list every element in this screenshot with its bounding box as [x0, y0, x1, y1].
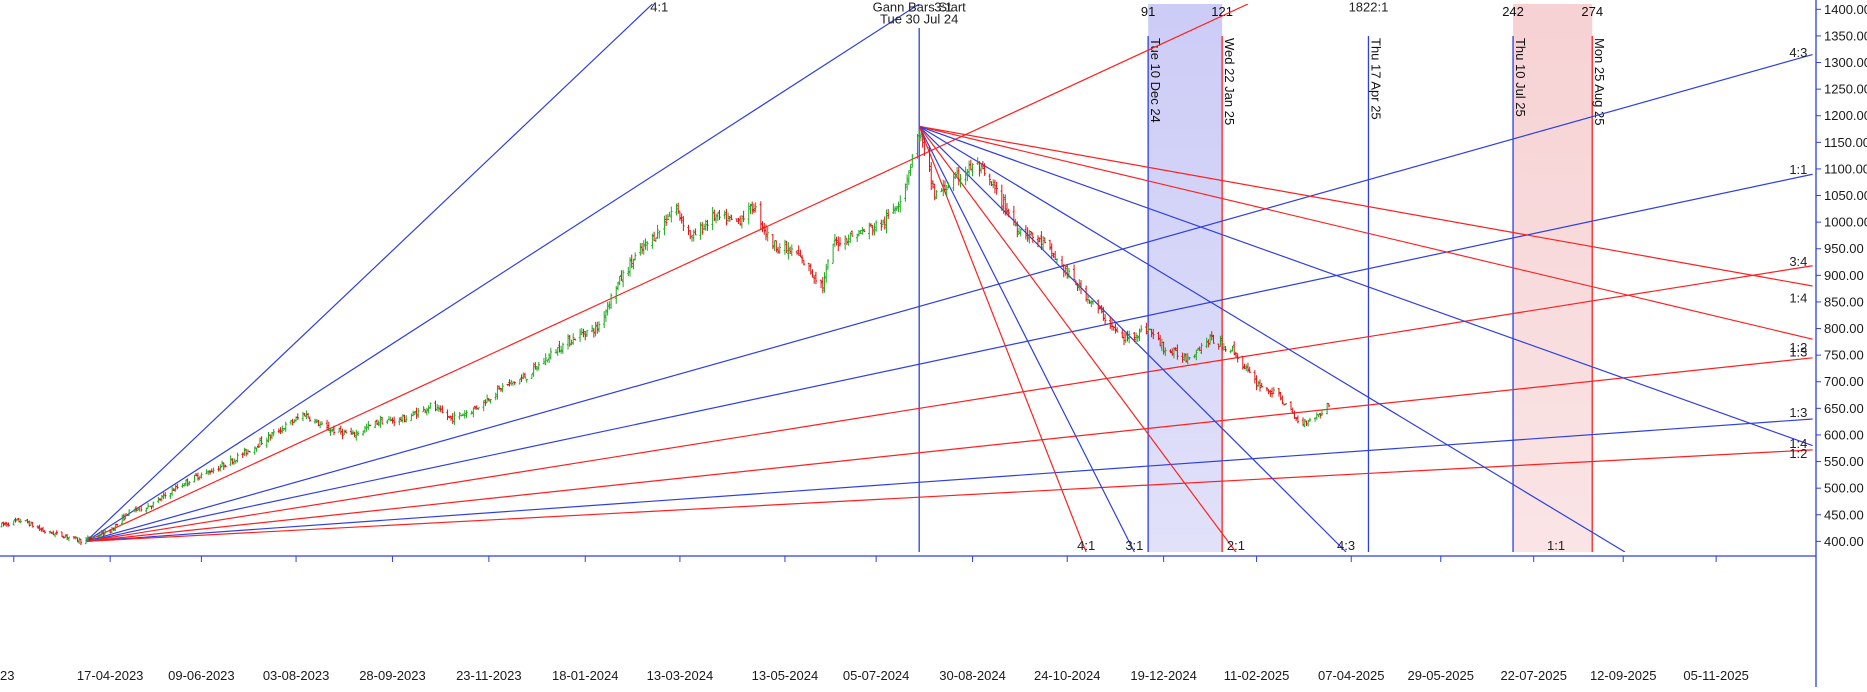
gann-ratio-label: 3:1	[934, 0, 952, 15]
price-tick-label: 850.00	[1824, 294, 1864, 309]
price-tick-label: 950.00	[1824, 241, 1864, 256]
gann-fan-line	[85, 4, 920, 542]
price-tick-label: 800.00	[1824, 321, 1864, 336]
date-tick-label: 19-12-2024	[1130, 668, 1197, 683]
gann-fan-line	[85, 4, 1249, 542]
date-tick-label: 07-04-2025	[1318, 668, 1385, 683]
vertical-line-date-label: Mon 25 Aug 25	[1592, 38, 1607, 125]
price-tick-label: 600.00	[1824, 427, 1864, 442]
price-tick-label: 1250.00	[1824, 82, 1867, 97]
price-tick-label: 400.00	[1824, 534, 1864, 549]
gann-fan-line	[85, 173, 1813, 542]
bar-count-label: 242	[1502, 4, 1524, 19]
gann-fan-line	[86, 357, 1813, 542]
gann-fan-line	[86, 449, 1813, 542]
gann-fan-line	[919, 125, 1813, 287]
vertical-line-date-label: Wed 22 Jan 25	[1222, 38, 1237, 125]
gann-ratio-label: 3:4	[1789, 254, 1807, 269]
gann-ratio-label: 1822:1	[1349, 0, 1389, 15]
date-tick-label: 03-08-2023	[263, 668, 330, 683]
date-tick-label: 05-07-2024	[843, 668, 910, 683]
gann-fan-line	[85, 53, 1813, 542]
shaded-zone	[1148, 4, 1223, 552]
gann-fan-line	[85, 265, 1813, 542]
gann-fan-line	[918, 125, 1347, 552]
gann-ratio-label: 4:3	[1337, 538, 1355, 553]
date-tick-label: 12-09-2025	[1590, 668, 1657, 683]
price-tick-label: 1100.00	[1824, 161, 1867, 176]
date-tick-label: 23	[0, 668, 14, 683]
price-tick-label: 750.00	[1824, 348, 1864, 363]
gann-ratio-label: 1:3	[1789, 344, 1807, 359]
gann-fan-line	[919, 125, 1813, 340]
date-tick-label: 30-08-2024	[939, 668, 1006, 683]
price-tick-label: 1050.00	[1824, 188, 1867, 203]
gann-ratio-label: 1:1	[1789, 162, 1807, 177]
price-tick-label: 900.00	[1824, 268, 1864, 283]
gann-ratio-label: Gann Bars Start	[873, 0, 967, 15]
date-axis: 23 17-04-2023 09-06-2023 03-08-2023 28-09-20…	[0, 555, 1816, 683]
gann-ratio-label: 4:1	[650, 0, 668, 15]
gann-fan-line	[918, 125, 1626, 552]
date-tick-label: 17-04-2023	[77, 668, 144, 683]
price-tick-label: 550.00	[1824, 454, 1864, 469]
date-tick-label: 09-06-2023	[168, 668, 235, 683]
gann-fan-line	[918, 126, 1135, 552]
gann-ratio-label: 1:2	[1789, 340, 1807, 355]
bar-count-label: 121	[1211, 4, 1233, 19]
gann-fan-line	[918, 125, 1813, 447]
date-tick-label: 22-07-2025	[1500, 668, 1567, 683]
price-tick-label: 1150.00	[1824, 135, 1867, 150]
date-tick-label: 18-01-2024	[552, 668, 619, 683]
date-tick-label: 13-05-2024	[752, 668, 819, 683]
gann-fan-line	[918, 126, 1237, 552]
price-tick-label: 1000.00	[1824, 215, 1867, 230]
gann-ratio-label: 4:1	[1077, 538, 1095, 553]
price-tick-label: 1350.00	[1824, 28, 1867, 43]
gann-fan-line	[86, 418, 1813, 542]
gann-ratio-label: 1:2	[1789, 446, 1807, 461]
bar-count-label: 274	[1581, 4, 1603, 19]
price-tick-label: 650.00	[1824, 401, 1864, 416]
price-tick-label: 500.00	[1824, 481, 1864, 496]
gann-ratio-label: 4:3	[1789, 45, 1807, 60]
date-tick-label: 05-11-2025	[1683, 668, 1749, 683]
price-axis: 1400.00 1350.00 1300.00 1250.00 1200.00 1150.…	[1815, 0, 1867, 687]
date-tick-label: 28-09-2023	[359, 668, 426, 683]
gann-fan-line	[85, 4, 653, 542]
gann-fan-line	[918, 126, 1087, 552]
price-tick-label: 1200.00	[1824, 108, 1867, 123]
date-tick-label: 11-02-2025	[1224, 668, 1290, 683]
date-tick-label: 13-03-2024	[647, 668, 714, 683]
gann-ratio-label: 2:1	[1227, 538, 1245, 553]
vertical-line-date-label: Thu 17 Apr 25	[1368, 38, 1383, 120]
price-tick-label: 450.00	[1824, 507, 1864, 522]
date-tick-label: 29-05-2025	[1408, 668, 1475, 683]
price-tick-label: 1300.00	[1824, 55, 1867, 70]
price-tick-label: 700.00	[1824, 374, 1864, 389]
date-tick-label: 24-10-2024	[1034, 668, 1101, 683]
gann-ratio-label: Tue 30 Jul 24	[880, 11, 958, 26]
gann-ratio-label: 1:3	[1789, 405, 1807, 420]
bar-count-label: 91	[1141, 4, 1155, 19]
gann-ratio-label: 1:4	[1789, 291, 1807, 306]
vertical-line-date-label: Thu 10 Jul 25	[1513, 38, 1528, 117]
price-candles-layer	[0, 129, 1331, 546]
gann-ratio-label: 3:1	[1125, 538, 1143, 553]
vertical-line-date-label: Tue 10 Dec 24	[1148, 38, 1163, 123]
shaded-zone	[1513, 4, 1593, 552]
gann-ratio-label: 1:4	[1789, 436, 1807, 451]
gann-ratio-label: 1:1	[1547, 538, 1565, 553]
date-tick-label: 23-11-2023	[456, 668, 522, 683]
price-tick-label: 1400.00	[1824, 2, 1867, 17]
gann-fan-layer	[85, 4, 1813, 552]
shaded-zones-layer	[1148, 4, 1593, 552]
vertical-lines-layer: Tue 10 Dec 24 91 Wed 22 Jan 25 121 Thu 17 Ap…	[918, 4, 1607, 552]
